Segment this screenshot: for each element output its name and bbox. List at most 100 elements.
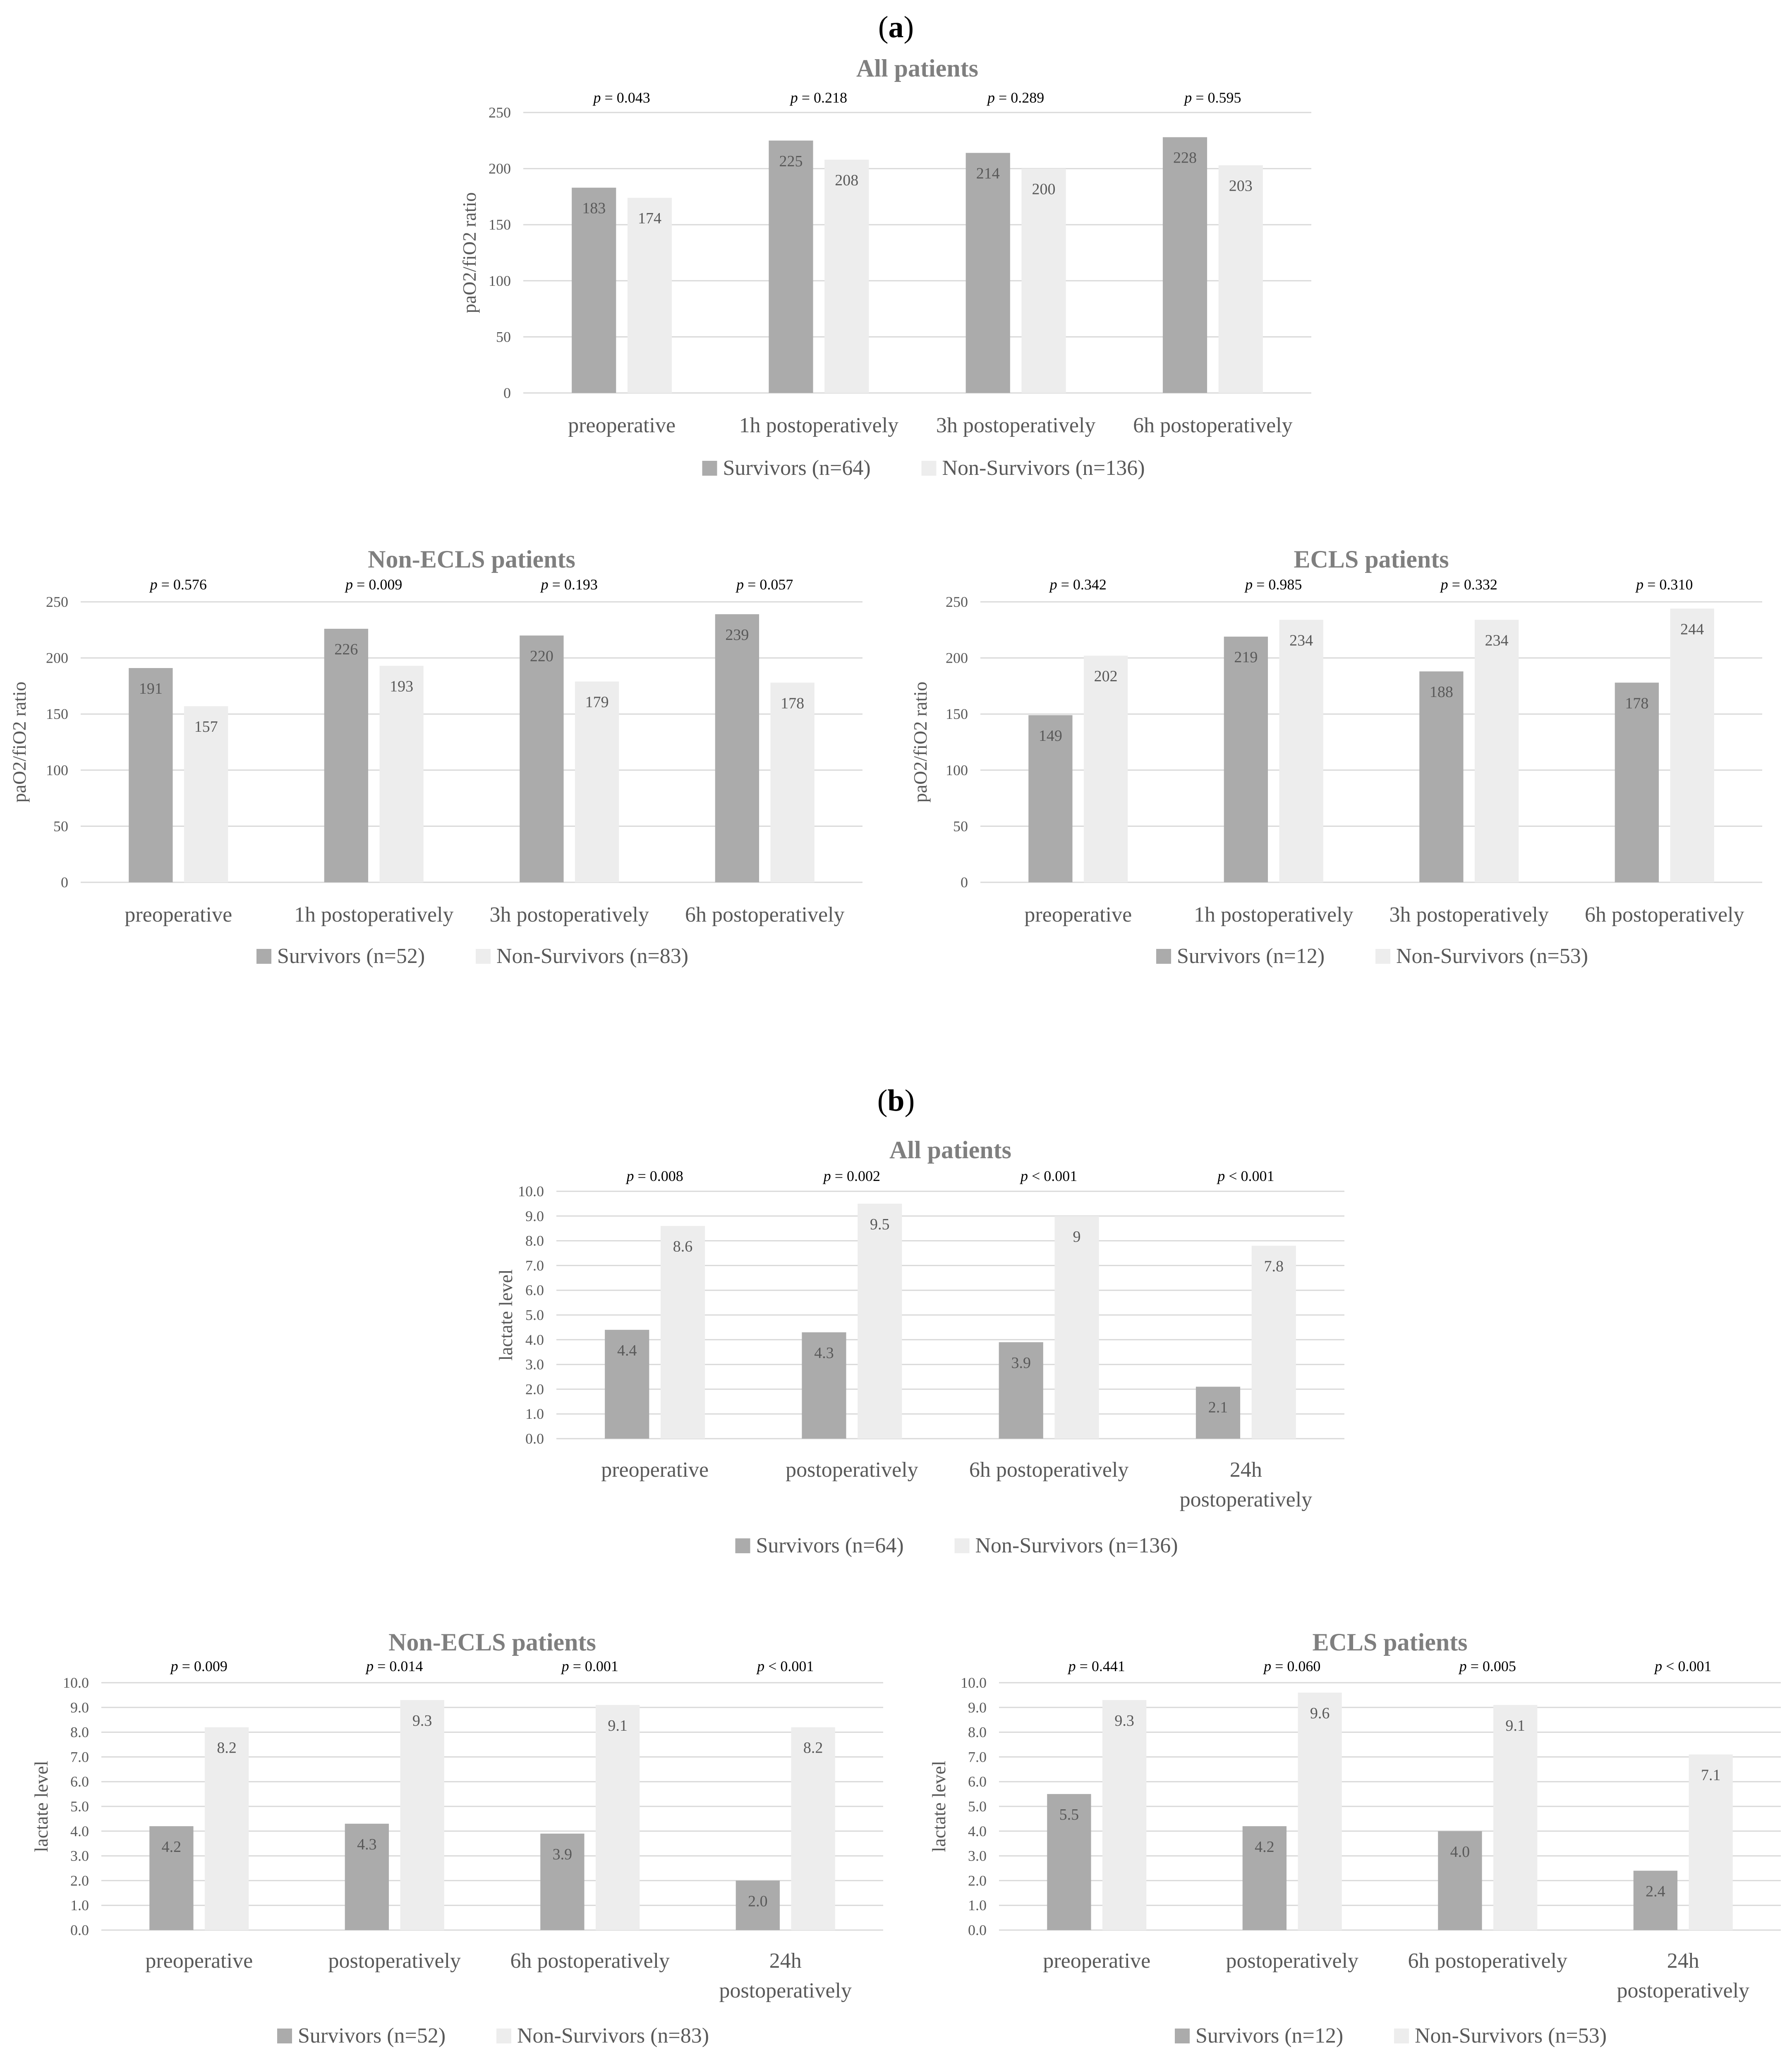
y-tick-label: 200 — [489, 160, 511, 177]
y-tick-label: 2.0 — [70, 1872, 89, 1889]
non-survivors-bar — [824, 159, 869, 393]
survivors-bar — [1633, 1871, 1678, 1930]
chart-2: 0 50 100 150 200 250 Non-ECLS patients paO2/fiO… — [9, 546, 862, 968]
y-tick-label: 0 — [61, 874, 68, 891]
legend-label-non-survivors: Non-Survivors (n=53) — [1396, 944, 1588, 968]
panel-label-b: (b) — [877, 1084, 915, 1118]
non-survivors-bar — [770, 683, 815, 882]
y-tick-label: 0 — [961, 874, 968, 891]
y-tick-label: 200 — [46, 650, 68, 666]
survivors-bar — [1028, 715, 1073, 882]
chart-5: 0.0 1.0 2.0 3.0 4.0 5.0 6.0 7.0 8.0 9.0 10.0 Non-EC… — [31, 1629, 883, 2048]
data-label: 208 — [835, 172, 858, 189]
survivors-bar — [1615, 683, 1659, 882]
legend-swatch-survivors — [256, 949, 271, 964]
data-label: 234 — [1289, 632, 1313, 649]
data-label: 4.3 — [357, 1836, 377, 1853]
p-value-label: p = 0.009 — [170, 1658, 228, 1674]
non-survivors-bar — [1298, 1692, 1342, 1930]
y-tick-label: 10.0 — [63, 1674, 89, 1691]
x-category-label: postoperatively — [328, 1949, 461, 1973]
x-category-label: 1h postoperatively — [739, 414, 899, 437]
y-tick-label: 3.0 — [70, 1848, 89, 1864]
data-label: 183 — [582, 200, 606, 217]
data-label: 8.2 — [217, 1739, 237, 1757]
y-tick-label: 3.0 — [968, 1848, 987, 1864]
y-tick-label: 5.0 — [968, 1798, 987, 1815]
p-value-label: p = 0.595 — [1183, 89, 1241, 106]
p-value-label: p = 0.310 — [1635, 576, 1693, 593]
legend-swatch-non-survivors — [496, 2029, 511, 2043]
non-survivors-bar — [627, 198, 672, 393]
p-value-label: p = 0.441 — [1067, 1658, 1125, 1674]
data-label: 9 — [1073, 1228, 1081, 1245]
non-survivors-bar — [1689, 1754, 1733, 1930]
panel-label-a: (a) — [878, 10, 914, 44]
data-label: 220 — [530, 647, 553, 665]
data-label: 239 — [725, 626, 749, 644]
y-axis-label: lactate level — [495, 1269, 516, 1361]
legend-swatch-non-survivors — [921, 461, 937, 476]
survivors-bar — [605, 1329, 649, 1439]
chart-title: Non-ECLS patients — [388, 1629, 596, 1656]
data-label: 4.3 — [814, 1344, 834, 1362]
p-value-label: p = 0.289 — [986, 89, 1044, 106]
y-tick-label: 6.0 — [70, 1773, 89, 1790]
y-tick-label: 10.0 — [518, 1183, 544, 1200]
p-value-label: p = 0.576 — [149, 576, 207, 593]
data-label: 3.9 — [553, 1846, 573, 1863]
legend-swatch-non-survivors — [1375, 949, 1390, 964]
survivors-bar — [999, 1342, 1043, 1439]
p-value-label: p = 0.332 — [1440, 576, 1497, 593]
data-label: 8.2 — [803, 1739, 823, 1757]
p-value-label: p = 0.002 — [822, 1168, 880, 1184]
x-category-label: 24h — [1230, 1458, 1262, 1482]
data-label: 9.1 — [1505, 1717, 1525, 1734]
chart-3: 0 50 100 150 200 250 ECLS patients paO2/fiO2 ra… — [910, 546, 1762, 968]
non-survivors-bar — [1102, 1700, 1147, 1930]
y-tick-label: 150 — [46, 706, 68, 722]
data-label: 9.1 — [608, 1717, 628, 1734]
legend-swatch-survivors — [1156, 949, 1171, 964]
y-tick-label: 7.0 — [525, 1257, 544, 1274]
x-category-label: 1h postoperatively — [1194, 903, 1354, 927]
survivors-bar — [149, 1826, 194, 1930]
y-axis-label: lactate level — [31, 1761, 52, 1852]
non-survivors-bar — [1474, 620, 1519, 882]
y-tick-label: 1.0 — [525, 1406, 544, 1422]
p-value-label: p = 0.005 — [1458, 1658, 1516, 1674]
x-category-label: 6h postoperatively — [685, 903, 845, 927]
data-label: 174 — [638, 210, 661, 227]
data-label: 9.3 — [412, 1712, 432, 1729]
y-axis-label: paO2/fiO2 ratio — [910, 682, 931, 803]
chart-1: 0 50 100 150 200 250 All patients paO2/fiO2 rat… — [459, 55, 1311, 480]
survivors-bar — [715, 614, 759, 882]
x-category-label: 6h postoperatively — [969, 1458, 1129, 1482]
p-value-label: p = 0.043 — [592, 89, 650, 106]
data-label: 3.9 — [1011, 1354, 1031, 1372]
legend-swatch-survivors — [1175, 2029, 1190, 2043]
data-label: 234 — [1485, 632, 1509, 649]
y-tick-label: 9.0 — [525, 1208, 544, 1224]
data-label: 2.1 — [1208, 1399, 1228, 1416]
data-label: 179 — [585, 694, 609, 711]
p-value-label: p = 0.342 — [1049, 576, 1107, 593]
data-label: 188 — [1430, 683, 1453, 701]
y-tick-label: 1.0 — [968, 1897, 987, 1914]
y-tick-label: 5.0 — [70, 1798, 89, 1815]
survivors-bar — [324, 629, 369, 882]
data-label: 4.0 — [1450, 1843, 1470, 1861]
chart-6: 0.0 1.0 2.0 3.0 4.0 5.0 6.0 7.0 8.0 9.0 10.0 ECLS p… — [928, 1629, 1781, 2048]
chart-title: Non-ECLS patients — [368, 546, 575, 573]
data-label: 2.4 — [1646, 1883, 1665, 1900]
data-label: 202 — [1094, 668, 1118, 685]
y-axis-label: paO2/fiO2 ratio — [9, 682, 30, 803]
legend-label-survivors: Survivors (n=12) — [1177, 944, 1325, 968]
y-tick-label: 7.0 — [968, 1748, 987, 1765]
legend-label-survivors: Survivors (n=12) — [1195, 2024, 1343, 2048]
legend-swatch-survivors — [735, 1538, 750, 1553]
data-label: 178 — [781, 695, 804, 712]
y-axis-label: lactate level — [928, 1761, 949, 1852]
data-label: 228 — [1173, 149, 1197, 167]
data-label: 2.0 — [748, 1892, 768, 1910]
